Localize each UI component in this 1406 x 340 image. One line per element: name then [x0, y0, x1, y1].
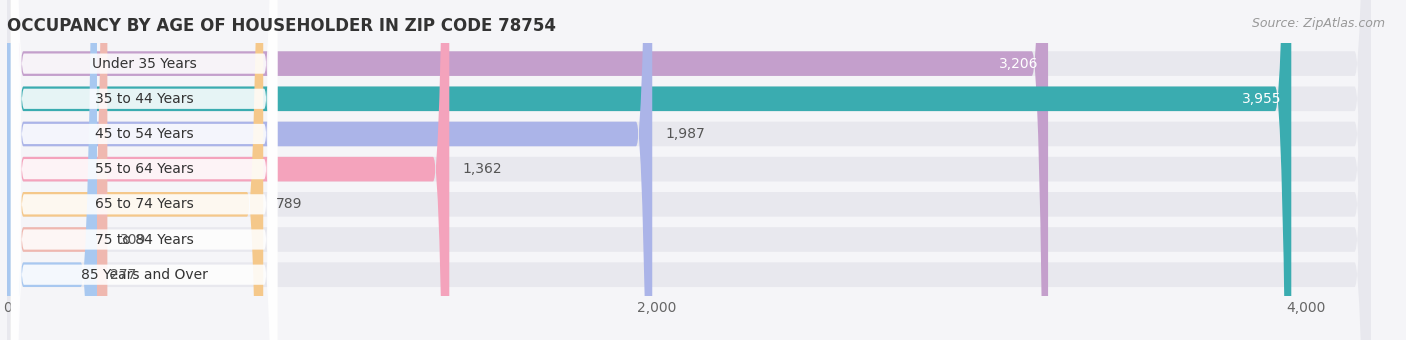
Text: Source: ZipAtlas.com: Source: ZipAtlas.com [1251, 17, 1385, 30]
FancyBboxPatch shape [11, 0, 277, 340]
Text: 1,987: 1,987 [665, 127, 704, 141]
FancyBboxPatch shape [7, 0, 1371, 340]
FancyBboxPatch shape [7, 0, 1371, 340]
Text: 35 to 44 Years: 35 to 44 Years [94, 92, 194, 106]
FancyBboxPatch shape [7, 0, 1371, 340]
Text: 65 to 74 Years: 65 to 74 Years [94, 197, 194, 211]
Text: 55 to 64 Years: 55 to 64 Years [94, 162, 194, 176]
FancyBboxPatch shape [7, 0, 1371, 340]
FancyBboxPatch shape [7, 0, 107, 340]
FancyBboxPatch shape [7, 0, 1371, 340]
Text: 85 Years and Over: 85 Years and Over [80, 268, 208, 282]
FancyBboxPatch shape [7, 0, 1371, 340]
FancyBboxPatch shape [11, 0, 277, 340]
Text: Under 35 Years: Under 35 Years [91, 56, 197, 71]
FancyBboxPatch shape [7, 0, 1371, 340]
FancyBboxPatch shape [7, 0, 652, 340]
FancyBboxPatch shape [11, 0, 277, 340]
FancyBboxPatch shape [7, 0, 263, 340]
Text: 277: 277 [110, 268, 136, 282]
FancyBboxPatch shape [11, 0, 277, 340]
Text: 309: 309 [121, 233, 146, 246]
FancyBboxPatch shape [7, 0, 450, 340]
FancyBboxPatch shape [11, 0, 277, 340]
FancyBboxPatch shape [7, 0, 97, 340]
Text: 3,955: 3,955 [1241, 92, 1281, 106]
FancyBboxPatch shape [11, 0, 277, 340]
Text: 1,362: 1,362 [463, 162, 502, 176]
FancyBboxPatch shape [7, 0, 1047, 340]
Text: 789: 789 [276, 197, 302, 211]
Text: 3,206: 3,206 [998, 56, 1039, 71]
FancyBboxPatch shape [7, 0, 1291, 340]
Text: 45 to 54 Years: 45 to 54 Years [94, 127, 194, 141]
FancyBboxPatch shape [11, 0, 277, 340]
Text: OCCUPANCY BY AGE OF HOUSEHOLDER IN ZIP CODE 78754: OCCUPANCY BY AGE OF HOUSEHOLDER IN ZIP C… [7, 17, 555, 35]
Text: 75 to 84 Years: 75 to 84 Years [94, 233, 194, 246]
